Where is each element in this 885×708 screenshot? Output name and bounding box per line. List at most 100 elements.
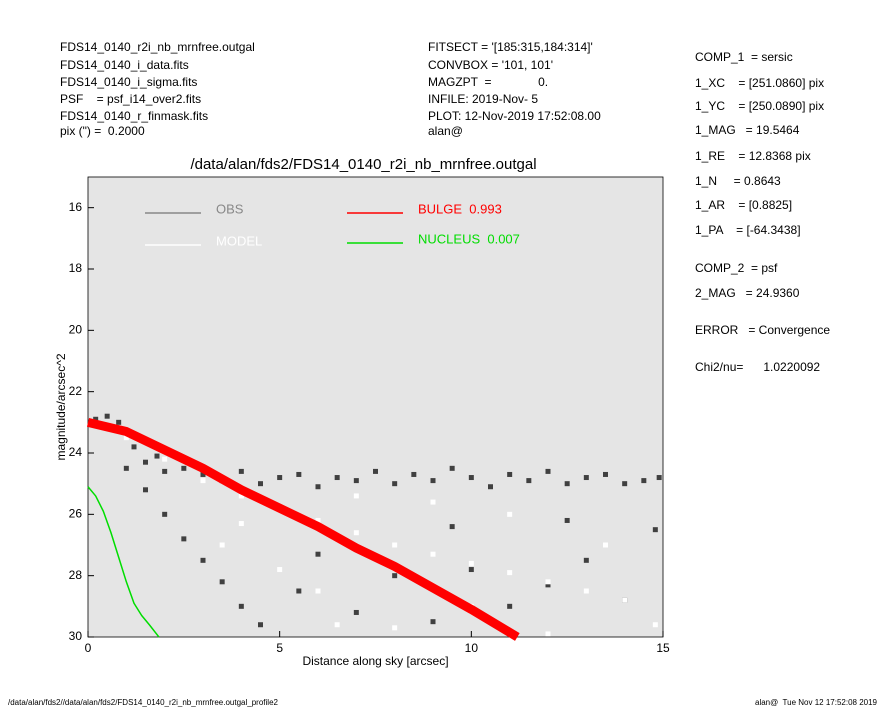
fit-parameter: 1_YC = [250.0890] pix [695,99,824,113]
data-point [392,542,398,548]
data-point [123,465,129,471]
footer-left: /data/alan/fds2//data/alan/fds2/FDS14_01… [8,698,279,707]
data-point [104,413,110,419]
fit-parameter: COMP_1 = sersic [695,50,793,64]
legend-label: NUCLEUS 0.007 [418,231,520,246]
data-point [296,471,302,477]
data-point [219,579,225,585]
x-tick-label: 10 [465,641,479,655]
y-tick-label: 30 [69,629,83,643]
data-line [87,486,160,638]
data-point [507,570,513,576]
data-point [545,631,551,637]
data-point [468,567,474,573]
header-left-line: PSF = psf_i14_over2.fits [60,92,201,106]
data-point [411,471,417,477]
data-point [154,453,160,459]
fit-parameter: 1_PA = [-64.3438] [695,223,801,237]
header-left-line: FDS14_0140_i_sigma.fits [60,75,197,89]
data-point [507,471,513,477]
header-left-line: FDS14_0140_r2i_nb_mrnfree.outgal [60,40,255,54]
data-point [116,419,122,425]
data-point [123,435,129,441]
data-point [622,597,628,603]
data-point [131,444,137,450]
data-point [583,557,589,563]
header-left-line: FDS14_0140_r_finmask.fits [60,109,208,123]
data-point [652,622,658,628]
y-tick-label: 22 [69,384,83,398]
footer-right: alan@ Tue Nov 12 17:52:08 2019 [755,698,878,707]
data-point [652,527,658,533]
data-point [622,481,628,487]
data-point [583,475,589,481]
data-point [468,560,474,566]
data-point [200,471,206,477]
data-point [353,530,359,536]
header-middle-line: CONVBOX = '101, 101' [428,58,553,72]
header-middle-line: INFILE: 2019-Nov- 5 [428,92,538,106]
data-point [315,588,321,594]
data-point [258,481,263,487]
data-point [238,493,244,499]
data-point [315,484,321,490]
data-point [583,588,589,594]
x-tick-label: 0 [85,641,92,655]
fit-parameter: 1_XC = [251.0860] pix [695,76,824,90]
data-point [545,579,551,585]
data-point [373,468,378,474]
data-point [564,481,570,487]
y-tick-label: 16 [69,200,83,214]
header-middle-line: PLOT: 12-Nov-2019 17:52:08.00 [428,109,601,123]
data-point [219,542,225,548]
fit-parameter: Chi2/nu= 1.0220092 [695,360,820,374]
header-middle-line: alan@ [428,124,463,138]
header-left-line: pix (") = 0.2000 [60,124,145,138]
data-point [353,493,359,499]
data-point [430,551,436,557]
data-point [238,603,244,609]
y-tick-label: 28 [69,568,83,582]
data-point [507,511,513,517]
data-point [545,582,551,588]
data-point [353,609,359,615]
data-point [315,551,321,557]
data-point [353,478,359,484]
fit-parameter: 1_RE = 12.8368 pix [695,149,811,163]
header-middle-line: MAGZPT = 0. [428,75,548,89]
y-axis-label: magnitude/arcsec^2 [54,353,68,460]
fit-parameter: 1_AR = [0.8825] [695,198,792,212]
data-point [315,517,321,523]
y-tick-label: 20 [69,323,83,337]
data-point [238,468,244,474]
data-point [564,517,570,523]
data-point [143,459,148,465]
data-point [238,521,244,527]
data-point [162,456,168,462]
data-point [277,567,283,573]
data-point [258,622,263,628]
data-point [449,465,455,471]
plot-area [87,176,664,638]
data-point [181,465,187,471]
header-middle-line: FITSECT = '[185:315,184:314]' [428,40,593,54]
chart-title: /data/alan/fds2/FDS14_0140_r2i_nb_mrnfre… [190,156,536,173]
y-tick-label: 24 [69,445,83,459]
x-axis-label: Distance along sky [arcsec] [302,654,448,668]
data-point [392,573,398,579]
fit-parameter: 1_N = 0.8643 [695,174,781,188]
fit-parameter: ERROR = Convergence [695,323,830,337]
fit-parameter: 1_MAG = 19.5464 [695,123,800,137]
legend-label: BULGE 0.993 [418,201,502,216]
y-tick-label: 18 [69,261,83,275]
data-point [641,478,647,484]
header-left-line: FDS14_0140_i_data.fits [60,58,189,72]
data-point [143,487,148,493]
legend-label: MODEL [216,233,262,248]
data-point [392,625,398,631]
x-tick-label: 15 [656,641,670,655]
data-point [162,511,168,517]
data-point [200,478,206,484]
legend-label: OBS [216,201,244,216]
